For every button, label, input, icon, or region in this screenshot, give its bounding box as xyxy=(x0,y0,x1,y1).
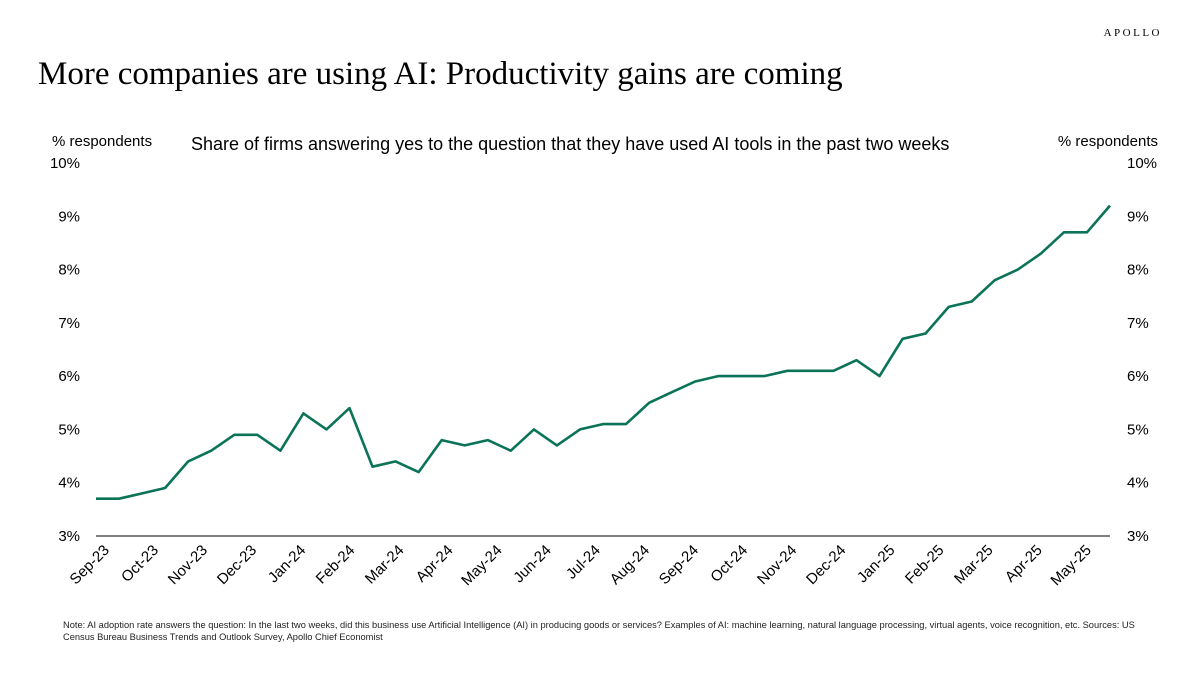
y-tick-label-right: 6% xyxy=(1127,368,1149,385)
x-tick-label: Nov-23 xyxy=(165,542,211,588)
x-tick-label: May-24 xyxy=(458,542,505,589)
x-tick-label: Jan-25 xyxy=(854,542,898,586)
x-tick-label: Jan-24 xyxy=(265,542,309,586)
page-title: More companies are using AI: Productivit… xyxy=(38,56,843,92)
x-tick-label: Jun-24 xyxy=(510,542,554,586)
y-tick-label-right: 5% xyxy=(1127,421,1149,438)
x-tick-label: Dec-23 xyxy=(214,542,260,588)
chart-title: Share of firms answering yes to the ques… xyxy=(191,134,950,154)
x-tick-label: Nov-24 xyxy=(754,542,800,588)
x-tick-label: Sep-24 xyxy=(656,542,702,588)
footnote: Note: AI adoption rate answers the quest… xyxy=(63,620,1135,642)
y-tick-label-left: 10% xyxy=(50,155,80,172)
y-tick-label-left: 3% xyxy=(58,528,80,545)
x-tick-label: May-25 xyxy=(1047,542,1094,589)
x-tick-label: Aug-24 xyxy=(607,542,653,588)
y-tick-label-left: 8% xyxy=(58,262,80,279)
series-line xyxy=(96,204,1111,501)
x-tick-label: Oct-23 xyxy=(118,542,162,586)
x-tick-label: Mar-24 xyxy=(362,542,408,588)
x-tick-label: Sep-23 xyxy=(67,542,113,588)
x-tick-label: Oct-24 xyxy=(707,542,751,586)
y-tick-label-right: 7% xyxy=(1127,315,1149,332)
x-tick-label: Mar-25 xyxy=(951,542,997,588)
y-tick-label-right: 10% xyxy=(1127,155,1157,172)
y-tick-label-right: 3% xyxy=(1127,528,1149,545)
x-tick-label: Dec-24 xyxy=(803,542,849,588)
x-tick-label: Apr-25 xyxy=(1002,542,1046,586)
y-tick-label-right: 8% xyxy=(1127,262,1149,279)
y-axis-label-right: % respondents xyxy=(1057,133,1158,150)
x-tick-label: Feb-25 xyxy=(902,542,948,588)
y-tick-label-right: 9% xyxy=(1127,208,1149,225)
x-tick-label: Apr-24 xyxy=(413,542,457,586)
brand-logo: APOLLO xyxy=(1103,27,1162,39)
y-tick-label-right: 4% xyxy=(1127,475,1149,492)
y-tick-label-left: 5% xyxy=(58,421,80,438)
y-axis-label-left: % respondents xyxy=(52,133,153,150)
y-tick-label-left: 6% xyxy=(58,368,80,385)
y-tick-label-left: 7% xyxy=(58,315,80,332)
x-tick-label: Feb-24 xyxy=(313,542,359,588)
y-tick-label-left: 4% xyxy=(58,475,80,492)
x-tick-label: Jul-24 xyxy=(563,542,604,583)
y-tick-label-left: 9% xyxy=(58,208,80,225)
